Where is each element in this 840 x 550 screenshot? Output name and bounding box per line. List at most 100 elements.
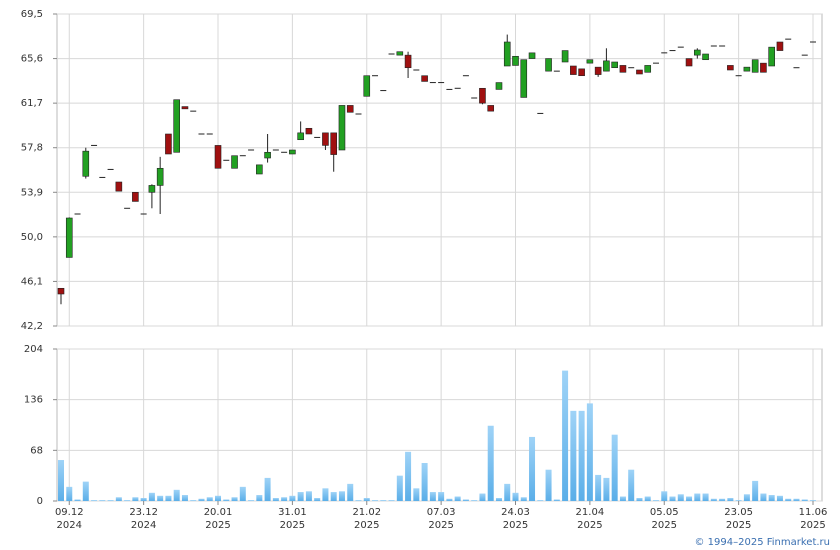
y-tick-label: 50,0 [21, 232, 43, 243]
volume-bar [810, 500, 816, 501]
x-tick-label: 20.01 [204, 507, 233, 518]
volume-bar [702, 493, 709, 501]
candle-body [231, 155, 238, 169]
volume-bar [504, 483, 511, 501]
candle-body [156, 167, 164, 186]
volume-tick-label: 0 [37, 496, 43, 507]
volume-bar [595, 474, 602, 501]
y-tick-label: 42,2 [21, 321, 43, 332]
volume-bar [512, 492, 519, 501]
volume-tick-label: 136 [24, 395, 43, 406]
x-tick-year: 2025 [428, 520, 453, 531]
volume-bar [413, 488, 420, 501]
volume-bar [405, 451, 412, 501]
volume-bar [438, 492, 445, 501]
candle-body [578, 68, 585, 77]
x-tick-label: 07.03 [427, 507, 456, 518]
candle-body [636, 69, 643, 75]
volume-bar [124, 500, 131, 501]
volume-bar [801, 499, 808, 501]
volume-bar [215, 495, 222, 501]
volume-bar [793, 498, 800, 501]
candle-body [545, 58, 552, 72]
y-tick-label: 46,1 [21, 276, 43, 287]
candle-body [256, 164, 263, 175]
volume-bar [636, 498, 643, 501]
volume-bar [206, 497, 213, 501]
x-tick-year: 2025 [726, 520, 751, 531]
volume-bar [603, 477, 610, 501]
volume-bar [231, 497, 238, 501]
volume-bar [297, 492, 304, 501]
volume-bar [495, 498, 502, 501]
x-tick-label: 21.04 [576, 507, 605, 518]
volume-bar [281, 497, 288, 501]
volume-bar [198, 498, 205, 501]
candle-body [520, 59, 528, 98]
volume-bar [272, 498, 279, 501]
volume-bar [157, 495, 164, 501]
volume-bar [239, 486, 246, 501]
volume-bar [694, 493, 701, 501]
x-tick-year: 2025 [577, 520, 602, 531]
x-tick-year: 2025 [800, 520, 825, 531]
volume-bar [652, 500, 659, 501]
volume-bar [372, 500, 379, 501]
volume-bar [553, 499, 560, 501]
volume-bar [471, 500, 478, 501]
candle-body [594, 66, 602, 75]
volume-bar [768, 495, 775, 501]
candle-body [289, 149, 296, 155]
candle-body [165, 133, 172, 155]
candle-body [603, 60, 610, 72]
volume-bar [140, 498, 147, 501]
volume-bar [380, 500, 387, 501]
volume-bar [66, 486, 73, 501]
volume-bar [686, 496, 693, 501]
volume-bar [446, 498, 453, 501]
volume-bar [520, 497, 527, 501]
volume-bar [91, 500, 98, 501]
x-tick-year: 2025 [280, 520, 305, 531]
volume-bar [421, 463, 428, 501]
volume-bar [190, 500, 197, 501]
volume-bar [454, 496, 461, 501]
volume-bar [314, 498, 321, 501]
volume-bar [338, 491, 345, 501]
candle-body [115, 181, 123, 192]
volume-bar [545, 469, 552, 501]
x-tick-year: 2025 [205, 520, 230, 531]
volume-bar [330, 492, 337, 501]
x-tick-label: 21.02 [352, 507, 381, 518]
x-tick-year: 2024 [131, 520, 156, 531]
volume-bar [355, 500, 362, 501]
candle-body [702, 53, 709, 61]
candle-body [330, 132, 338, 155]
volume-bar [570, 410, 577, 501]
y-tick-label: 69,5 [21, 9, 43, 20]
volume-bar [529, 436, 536, 501]
volume-frame [56, 348, 823, 502]
volume-bar [256, 495, 263, 501]
x-tick-year: 2025 [652, 520, 677, 531]
volume-tick-label: 204 [24, 344, 43, 355]
candle-body [503, 41, 511, 67]
candle-body [644, 65, 652, 73]
candle-body [65, 217, 73, 258]
candle-body [305, 127, 313, 135]
volume-bar [289, 495, 296, 501]
volume-bar [74, 499, 81, 501]
volume-bar [611, 434, 618, 501]
volume-bar [305, 491, 312, 501]
candle-body [479, 87, 486, 104]
price-frame [56, 13, 823, 327]
candle-body [322, 132, 329, 146]
candle-body [181, 106, 189, 110]
candle-body [487, 105, 495, 112]
candle-body [396, 51, 404, 56]
candle-body [297, 132, 304, 141]
candle-body [760, 62, 767, 73]
candle-body [495, 82, 503, 90]
x-tick-year: 2024 [57, 520, 82, 531]
candle-body [751, 59, 759, 73]
